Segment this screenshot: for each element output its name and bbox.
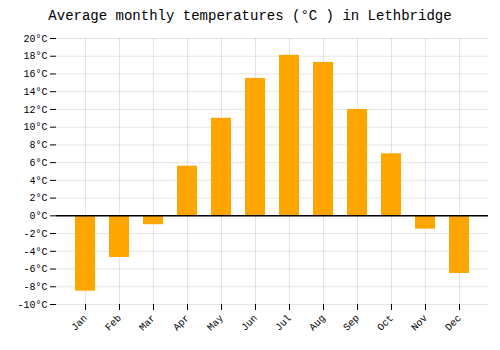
svg-text:-2°C: -2°C — [23, 229, 47, 240]
svg-text:8°C: 8°C — [29, 140, 47, 151]
svg-text:Feb: Feb — [103, 313, 124, 334]
svg-text:Jun: Jun — [239, 313, 260, 334]
svg-text:16°C: 16°C — [23, 69, 47, 80]
svg-text:20°C: 20°C — [23, 34, 47, 45]
html-text:Average monthly temperatures (: Average monthly temperatures (°C ) in Le… — [48, 8, 452, 24]
svg-text:14°C: 14°C — [23, 87, 47, 98]
svg-text:-10°C: -10°C — [17, 300, 47, 311]
svg-text:Oct: Oct — [375, 313, 396, 334]
svg-text:-4°C: -4°C — [23, 247, 47, 258]
svg-text:Jan: Jan — [69, 313, 90, 334]
svg-text:Mar: Mar — [137, 313, 158, 334]
svg-text:0°C: 0°C — [29, 211, 47, 222]
svg-text:-6°C: -6°C — [23, 264, 47, 275]
svg-text:Dec: Dec — [443, 313, 464, 334]
svg-text:Nov: Nov — [409, 313, 430, 334]
svg-text:12°C: 12°C — [23, 105, 47, 116]
svg-text:4°C: 4°C — [29, 176, 47, 187]
svg-text:Jul: Jul — [273, 313, 294, 334]
svg-text:2°C: 2°C — [29, 193, 47, 204]
svg-text:Aug: Aug — [307, 313, 328, 334]
svg-text:18°C: 18°C — [23, 51, 47, 62]
svg-text:-8°C: -8°C — [23, 282, 47, 293]
svg-text:10°C: 10°C — [23, 122, 47, 133]
svg-text:6°C: 6°C — [29, 158, 47, 169]
svg-text:Sep: Sep — [341, 313, 362, 334]
svg-text:Apr: Apr — [171, 313, 192, 334]
svg-text:May: May — [205, 313, 226, 334]
